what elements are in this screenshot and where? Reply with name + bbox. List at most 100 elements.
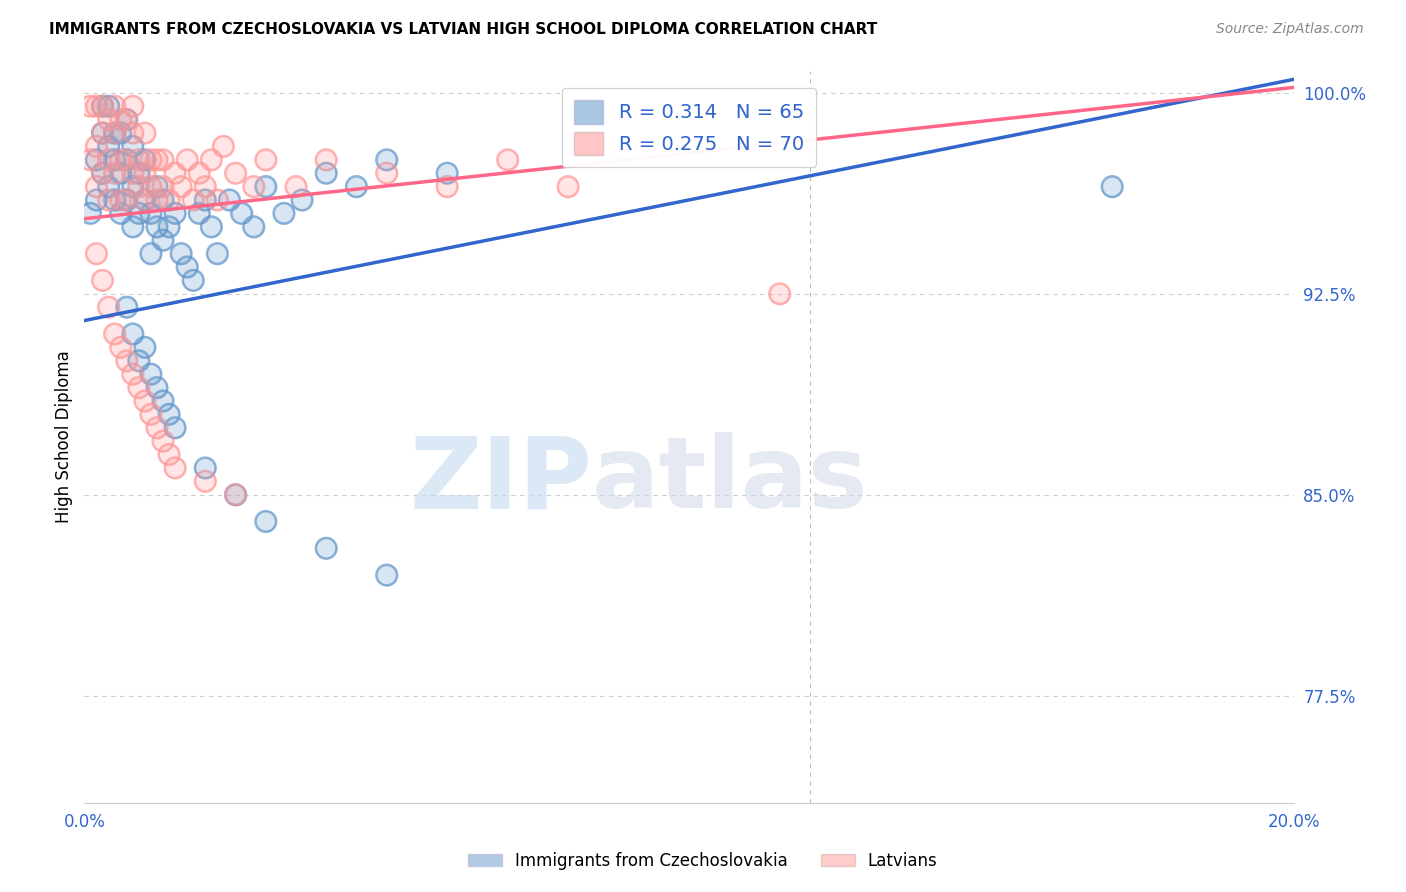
- Point: [110, 166, 132, 180]
- Point: [128, 179, 150, 194]
- Point: [104, 153, 127, 167]
- Point: [1101, 179, 1123, 194]
- Point: [146, 420, 169, 434]
- Point: [104, 326, 127, 341]
- Point: [134, 166, 156, 180]
- Point: [207, 193, 229, 207]
- Point: [115, 153, 138, 167]
- Point: [91, 126, 114, 140]
- Point: [121, 139, 143, 153]
- Point: [152, 179, 174, 194]
- Point: [79, 206, 101, 220]
- Point: [115, 193, 138, 207]
- Point: [165, 206, 187, 220]
- Point: [139, 246, 162, 260]
- Point: [218, 193, 240, 207]
- Point: [200, 153, 222, 167]
- Point: [134, 126, 156, 140]
- Point: [146, 153, 169, 167]
- Text: IMMIGRANTS FROM CZECHOSLOVAKIA VS LATVIAN HIGH SCHOOL DIPLOMA CORRELATION CHART: IMMIGRANTS FROM CZECHOSLOVAKIA VS LATVIA…: [49, 22, 877, 37]
- Point: [91, 126, 114, 140]
- Point: [97, 99, 120, 113]
- Point: [110, 166, 132, 180]
- Point: [188, 206, 211, 220]
- Point: [146, 179, 169, 194]
- Point: [225, 488, 247, 502]
- Point: [152, 193, 174, 207]
- Point: [436, 179, 458, 194]
- Point: [121, 179, 143, 194]
- Point: [207, 246, 229, 260]
- Point: [194, 179, 217, 194]
- Point: [200, 219, 222, 234]
- Point: [134, 153, 156, 167]
- Point: [121, 219, 143, 234]
- Point: [254, 179, 277, 194]
- Point: [165, 206, 187, 220]
- Point: [121, 99, 143, 113]
- Point: [146, 420, 169, 434]
- Point: [157, 407, 180, 421]
- Point: [115, 193, 138, 207]
- Text: atlas: atlas: [592, 433, 869, 530]
- Point: [291, 193, 314, 207]
- Point: [79, 99, 101, 113]
- Point: [91, 166, 114, 180]
- Point: [254, 179, 277, 194]
- Point: [86, 139, 108, 153]
- Point: [115, 300, 138, 314]
- Point: [86, 179, 108, 194]
- Point: [152, 153, 174, 167]
- Point: [375, 166, 398, 180]
- Point: [165, 461, 187, 475]
- Point: [242, 219, 264, 234]
- Point: [157, 448, 180, 462]
- Point: [97, 139, 120, 153]
- Point: [254, 153, 277, 167]
- Point: [139, 407, 162, 421]
- Point: [115, 112, 138, 127]
- Point: [285, 179, 308, 194]
- Point: [86, 99, 108, 113]
- Point: [315, 153, 337, 167]
- Point: [104, 166, 127, 180]
- Point: [139, 407, 162, 421]
- Point: [115, 153, 138, 167]
- Point: [152, 434, 174, 449]
- Point: [375, 568, 398, 582]
- Point: [769, 286, 792, 301]
- Point: [86, 193, 108, 207]
- Point: [110, 153, 132, 167]
- Point: [128, 179, 150, 194]
- Point: [104, 126, 127, 140]
- Point: [110, 112, 132, 127]
- Point: [104, 99, 127, 113]
- Point: [110, 206, 132, 220]
- Point: [157, 219, 180, 234]
- Point: [97, 139, 120, 153]
- Text: Source: ZipAtlas.com: Source: ZipAtlas.com: [1216, 22, 1364, 37]
- Point: [110, 340, 132, 354]
- Point: [121, 326, 143, 341]
- Point: [157, 407, 180, 421]
- Point: [200, 153, 222, 167]
- Point: [121, 166, 143, 180]
- Point: [97, 153, 120, 167]
- Point: [181, 193, 204, 207]
- Point: [170, 179, 193, 194]
- Point: [231, 206, 253, 220]
- Point: [121, 326, 143, 341]
- Point: [86, 246, 108, 260]
- Point: [128, 206, 150, 220]
- Point: [315, 541, 337, 556]
- Point: [218, 193, 240, 207]
- Point: [200, 219, 222, 234]
- Point: [194, 461, 217, 475]
- Point: [97, 300, 120, 314]
- Point: [254, 515, 277, 529]
- Point: [139, 179, 162, 194]
- Point: [194, 461, 217, 475]
- Point: [436, 166, 458, 180]
- Point: [315, 166, 337, 180]
- Legend: R = 0.314   N = 65, R = 0.275   N = 70: R = 0.314 N = 65, R = 0.275 N = 70: [562, 88, 815, 167]
